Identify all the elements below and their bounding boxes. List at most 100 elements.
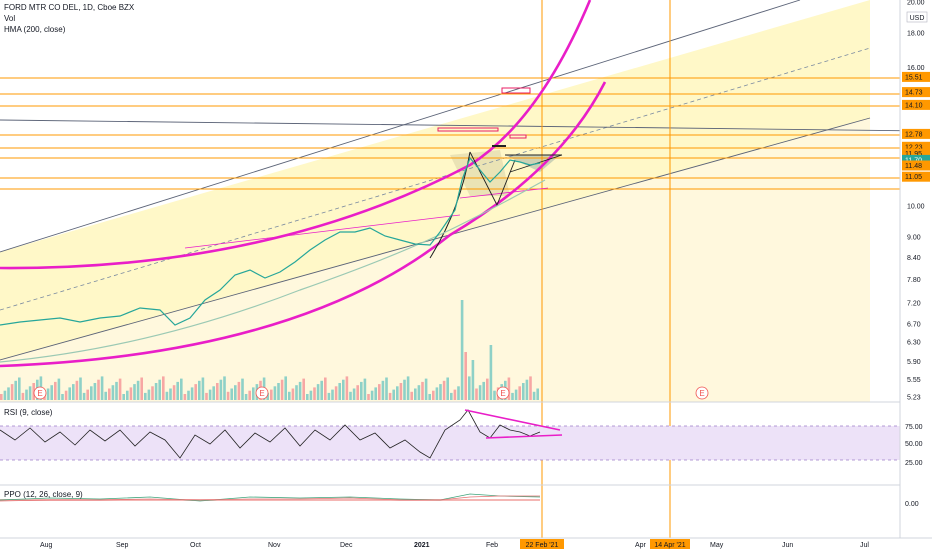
- earnings-marker[interactable]: [33, 386, 47, 400]
- ppo-label[interactable]: PPO (12, 26, close, 9): [4, 490, 83, 499]
- price-axis[interactable]: 5.23 5.55 5.90 6.30 6.70 7.20 7.80 8.40 9.00 10.0…: [907, 0, 925, 402]
- vol-label[interactable]: Vol: [4, 14, 16, 23]
- volume-bar: [532, 391, 536, 400]
- earnings-marker[interactable]: [695, 386, 709, 400]
- volume-bar: [298, 381, 302, 400]
- price-close-line[interactable]: [0, 156, 541, 326]
- year-label: 2021: [414, 542, 430, 549]
- volume-bar: [342, 379, 345, 400]
- price-tick-label: 5.55: [907, 377, 921, 384]
- volume-bar: [385, 377, 388, 400]
- time-axis-bg: [0, 538, 932, 550]
- volume-bar: [338, 383, 341, 400]
- earnings-marker[interactable]: [255, 386, 269, 400]
- price-level-tag[interactable]: [902, 99, 930, 110]
- volume-bar: [176, 381, 179, 400]
- volume-bar: [158, 379, 161, 400]
- price-level-tag[interactable]: [902, 148, 930, 159]
- volume-bar: [525, 379, 529, 400]
- volume-bar: [104, 391, 107, 400]
- price-level-tag-text: 11.05: [905, 174, 922, 181]
- volume-bar: [144, 392, 147, 400]
- volume-bar: [334, 386, 338, 400]
- price-tick-label: 16.00: [907, 65, 925, 72]
- volume-bar: [536, 388, 539, 400]
- volume-bar: [93, 383, 97, 400]
- triangle-zone: [505, 155, 560, 172]
- volume-bar: [133, 384, 136, 400]
- volume-bar: [151, 386, 154, 400]
- volume-bar: [421, 381, 424, 400]
- price-level-tag[interactable]: [902, 171, 930, 182]
- symbol-title[interactable]: FORD MTR CO DEL, 1D, Cboe BZX: [4, 3, 135, 12]
- volume-bar: [180, 378, 183, 400]
- current-price-tag[interactable]: [902, 154, 930, 165]
- rsi-tick: 75.00: [905, 424, 923, 431]
- parabolic-curve-upper[interactable]: [0, 0, 592, 270]
- volume-bar: [406, 376, 410, 400]
- volume-bar: [378, 384, 381, 400]
- volume-bar: [414, 388, 417, 400]
- price-level-tag[interactable]: [902, 160, 930, 171]
- rsi-trendline[interactable]: [464, 409, 561, 431]
- month-label: Jun: [782, 542, 793, 549]
- pattern-zone: [450, 150, 510, 196]
- price-tick-label: 18.00: [907, 31, 925, 38]
- channel-upper-line[interactable]: [0, 0, 801, 253]
- volume-bar: [493, 390, 496, 400]
- rsi-tick: 50.00: [905, 441, 923, 448]
- ppo-signal-line[interactable]: [0, 495, 540, 502]
- volume-bar: [331, 389, 334, 400]
- magenta-trendline[interactable]: [459, 187, 549, 199]
- price-level-tag-text: 12.23: [905, 144, 923, 151]
- target-box[interactable]: [501, 87, 531, 94]
- volume-bar: [313, 387, 316, 400]
- price-level-tag-text: 15.51: [905, 74, 923, 81]
- volume-bar: [295, 385, 298, 400]
- price-tick-label: 5.23: [907, 395, 921, 402]
- volume-bar: [126, 390, 129, 400]
- hma-line[interactable]: [0, 179, 546, 363]
- volume-bar: [190, 387, 194, 400]
- horizontal-trendline[interactable]: [0, 119, 931, 132]
- price-level-tag[interactable]: [902, 141, 930, 152]
- rsi-trendline[interactable]: [485, 434, 563, 439]
- magenta-trendline[interactable]: [184, 214, 461, 249]
- volume-bar: [439, 384, 442, 400]
- volume-bar: [90, 386, 93, 400]
- volume-bar: [244, 394, 248, 400]
- earnings-marker-text: E: [37, 389, 42, 398]
- date-marker-tag[interactable]: [520, 539, 564, 549]
- volume-bar: [3, 390, 7, 400]
- ppo-line[interactable]: [0, 493, 541, 502]
- volume-bar: [410, 391, 413, 400]
- ppo-tick: 0.00: [905, 501, 919, 508]
- volume-bar: [10, 384, 14, 400]
- volume-bar: [345, 376, 349, 400]
- date-marker-tag[interactable]: [650, 539, 690, 549]
- currency-badge[interactable]: [906, 11, 928, 23]
- hma-label[interactable]: HMA (200, close): [4, 25, 66, 34]
- earnings-marker-text: E: [500, 389, 505, 398]
- volume-bar: [25, 389, 28, 400]
- time-axis[interactable]: Aug Sep Oct Nov Dec 2021 Feb Apr May Jun…: [40, 542, 869, 549]
- volume-bar: [478, 385, 482, 400]
- rsi-line[interactable]: [0, 409, 541, 459]
- trend-channel-fill: [0, 0, 870, 360]
- volume-bar: [72, 384, 75, 400]
- parabolic-curve-lower[interactable]: [0, 81, 607, 368]
- price-level-tag[interactable]: [902, 128, 930, 139]
- channel-mid-line[interactable]: [0, 47, 871, 311]
- rsi-label[interactable]: RSI (9, close): [4, 408, 53, 417]
- price-level-tag[interactable]: [902, 87, 930, 98]
- earnings-marker[interactable]: [496, 386, 510, 400]
- month-label: May: [710, 542, 724, 549]
- volume-bar: [172, 385, 176, 400]
- target-box[interactable]: [437, 127, 499, 132]
- volume-bar: [129, 387, 133, 400]
- month-label: Dec: [340, 542, 353, 549]
- target-box[interactable]: [509, 134, 527, 139]
- volume-bar: [21, 392, 25, 400]
- price-level-tag[interactable]: [902, 71, 930, 82]
